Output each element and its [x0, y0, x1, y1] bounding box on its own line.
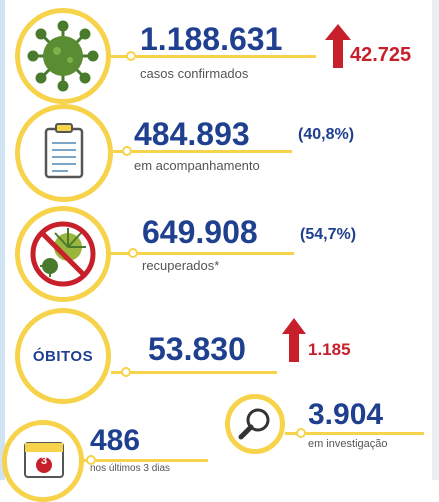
connector-stem [113, 150, 125, 153]
monitoring-value: 484.893 [134, 116, 250, 152]
underline [131, 371, 277, 374]
clipboard-icon [44, 123, 84, 179]
magnifier-icon [238, 408, 270, 440]
underline [96, 459, 208, 462]
clipboard-icon-circle [15, 104, 113, 202]
cases-label: casos confirmados [140, 66, 249, 81]
deaths-increase: 1.185 [308, 340, 351, 359]
crossed-virus-icon-circle [15, 206, 111, 302]
calendar-number: 3 [40, 455, 48, 467]
recovered-label: recuperados* [142, 258, 220, 273]
arrow-up-icon [325, 24, 351, 68]
recent-value: 486 [90, 424, 141, 457]
recovered-value: 649.908 [142, 214, 258, 250]
calendar-icon-circle: 3 [2, 420, 84, 502]
calendar-icon [24, 442, 64, 478]
underline [138, 252, 294, 255]
connector-stem [111, 252, 131, 255]
underline [306, 432, 424, 435]
deaths-value: 53.830 [148, 331, 246, 367]
obitos-badge-circle: ÓBITOS [15, 308, 111, 404]
magnifier-icon-circle [225, 394, 285, 454]
connector-dot [128, 248, 138, 258]
monitoring-label: em acompanhamento [134, 158, 260, 173]
crossed-virus-icon [30, 221, 96, 287]
connector-stem [285, 432, 299, 435]
virus-icon [27, 20, 99, 92]
cases-value: 1.188.631 [140, 21, 283, 57]
left-edge-strip [0, 0, 5, 480]
recovered-percent: (54,7%) [300, 226, 357, 243]
virus-icon-circle [15, 8, 111, 104]
obitos-badge-text: ÓBITOS [32, 347, 94, 365]
recent-label: nos últimos 3 dias [90, 463, 171, 474]
underline [136, 55, 316, 58]
investigation-label: em investigação [308, 438, 388, 450]
monitoring-percent: (40,8%) [298, 126, 355, 143]
connector-dot [86, 455, 96, 465]
underline [132, 150, 292, 153]
connector-dot [122, 146, 132, 156]
arrow-up-icon [282, 318, 306, 362]
right-edge-strip [432, 0, 439, 480]
connector-stem [111, 55, 129, 58]
cases-increase: 42.725 [350, 44, 412, 66]
connector-stem [111, 371, 124, 374]
connector-dot [126, 51, 136, 61]
connector-dot [296, 428, 306, 438]
connector-dot [121, 367, 131, 377]
investigation-value: 3.904 [308, 398, 384, 431]
